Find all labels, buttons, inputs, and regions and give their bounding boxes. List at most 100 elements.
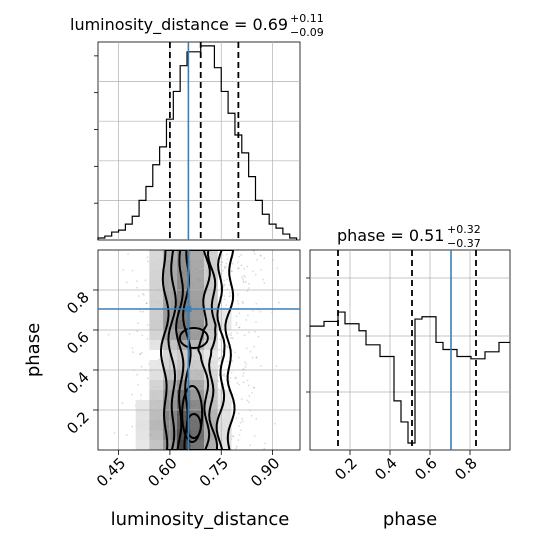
density-cell	[149, 270, 164, 280]
scatter-point	[222, 284, 225, 287]
density-panel: 0.45 0.60 0.75 0.90 0.2 0.4 0.6 0.8 luminosity…	[23, 249, 301, 530]
scatter-point	[229, 377, 232, 379]
scatter-point	[223, 298, 226, 301]
scatter-point	[139, 353, 141, 356]
scatter-point	[219, 357, 221, 359]
scatter-point	[259, 254, 262, 257]
scatter-point	[235, 315, 238, 318]
scatter-point	[233, 351, 236, 354]
scatter-point	[125, 434, 128, 437]
scatter-point	[240, 264, 243, 267]
density-cell	[149, 380, 164, 390]
density-cell	[135, 400, 150, 410]
density-cell	[204, 290, 218, 300]
density-cell	[149, 280, 164, 290]
scatter-point	[158, 358, 161, 361]
scatter-point	[223, 373, 226, 376]
scatter-point	[253, 387, 255, 389]
density-cell	[190, 360, 205, 370]
scatter-point	[246, 265, 249, 268]
density-cell	[149, 340, 164, 350]
scatter-point	[242, 281, 245, 284]
scatter-point	[240, 254, 243, 256]
density-cell	[149, 370, 164, 380]
scatter-point	[237, 293, 239, 296]
scatter-point	[260, 365, 262, 367]
density-cell	[176, 380, 191, 390]
scatter-point	[217, 380, 220, 382]
scatter-point	[136, 280, 138, 282]
ld-hist-quantiles	[168, 42, 240, 240]
scatter-point	[226, 360, 229, 363]
scatter-point	[231, 401, 233, 404]
density-cell	[190, 270, 205, 280]
density-cell	[190, 370, 205, 380]
scatter-point	[223, 265, 226, 268]
scatter-point	[253, 345, 255, 348]
scatter-point	[255, 417, 258, 420]
density-cell	[190, 310, 205, 320]
scatter-point	[226, 258, 229, 260]
scatter-point	[255, 356, 258, 358]
scatter-point	[238, 312, 241, 315]
density-ytick-label-3: 0.8	[63, 288, 93, 318]
scatter-point	[236, 300, 239, 302]
density-ytick-label-0: 0.2	[63, 408, 93, 438]
scatter-point	[147, 260, 149, 263]
phase-hist-grid	[310, 250, 510, 450]
density-cell	[190, 440, 205, 450]
phase-hist-xtick-label-3: 0.8	[451, 454, 481, 484]
scatter-point	[226, 345, 229, 348]
scatter-point	[230, 337, 233, 339]
phase-hist-xtick-label-0: 0.2	[331, 454, 361, 484]
density-truth-marker	[185, 306, 192, 312]
scatter-point	[145, 302, 148, 305]
ld-hist-grid	[98, 42, 300, 240]
scatter-point	[125, 281, 128, 284]
scatter-point	[223, 295, 226, 297]
scatter-point	[228, 295, 231, 298]
scatter-point	[223, 283, 226, 286]
scatter-point	[113, 432, 116, 434]
scatter-point	[218, 360, 221, 362]
ld-hist-yticks	[94, 55, 98, 204]
scatter-point	[253, 435, 256, 438]
scatter-point	[231, 270, 234, 272]
density-cell	[204, 340, 218, 350]
scatter-point	[276, 267, 278, 270]
density-cell	[190, 400, 205, 410]
density-cell	[204, 320, 218, 330]
density-contour-island-0	[181, 385, 204, 443]
scatter-point	[246, 347, 248, 350]
density-cell	[204, 360, 218, 370]
scatter-point	[244, 361, 246, 363]
scatter-point	[128, 333, 131, 335]
scatter-point	[236, 261, 239, 264]
density-cell	[149, 260, 164, 270]
scatter-point	[131, 347, 134, 349]
scatter-point	[247, 314, 249, 317]
scatter-point	[237, 267, 240, 270]
scatter-point	[147, 377, 150, 380]
scatter-point	[131, 425, 134, 428]
scatter-point	[246, 379, 249, 382]
scatter-point	[218, 357, 221, 360]
scatter-point	[130, 393, 133, 396]
scatter-point	[136, 373, 139, 376]
scatter-point	[245, 363, 248, 365]
scatter-point	[237, 412, 240, 415]
scatter-point	[230, 371, 233, 374]
density-cell	[204, 250, 218, 260]
scatter-point	[137, 295, 140, 297]
scatter-point	[243, 334, 246, 337]
scatter-point	[260, 255, 262, 257]
scatter-point	[228, 283, 231, 286]
density-cell	[176, 270, 191, 280]
scatter-point	[139, 310, 142, 313]
ld-hist-title-main: luminosity_distance = 0.69	[70, 15, 288, 35]
scatter-point	[225, 304, 228, 306]
density-x-ticks: 0.45 0.60 0.75 0.90	[93, 450, 283, 490]
scatter-point	[140, 365, 143, 368]
scatter-point	[122, 269, 125, 271]
